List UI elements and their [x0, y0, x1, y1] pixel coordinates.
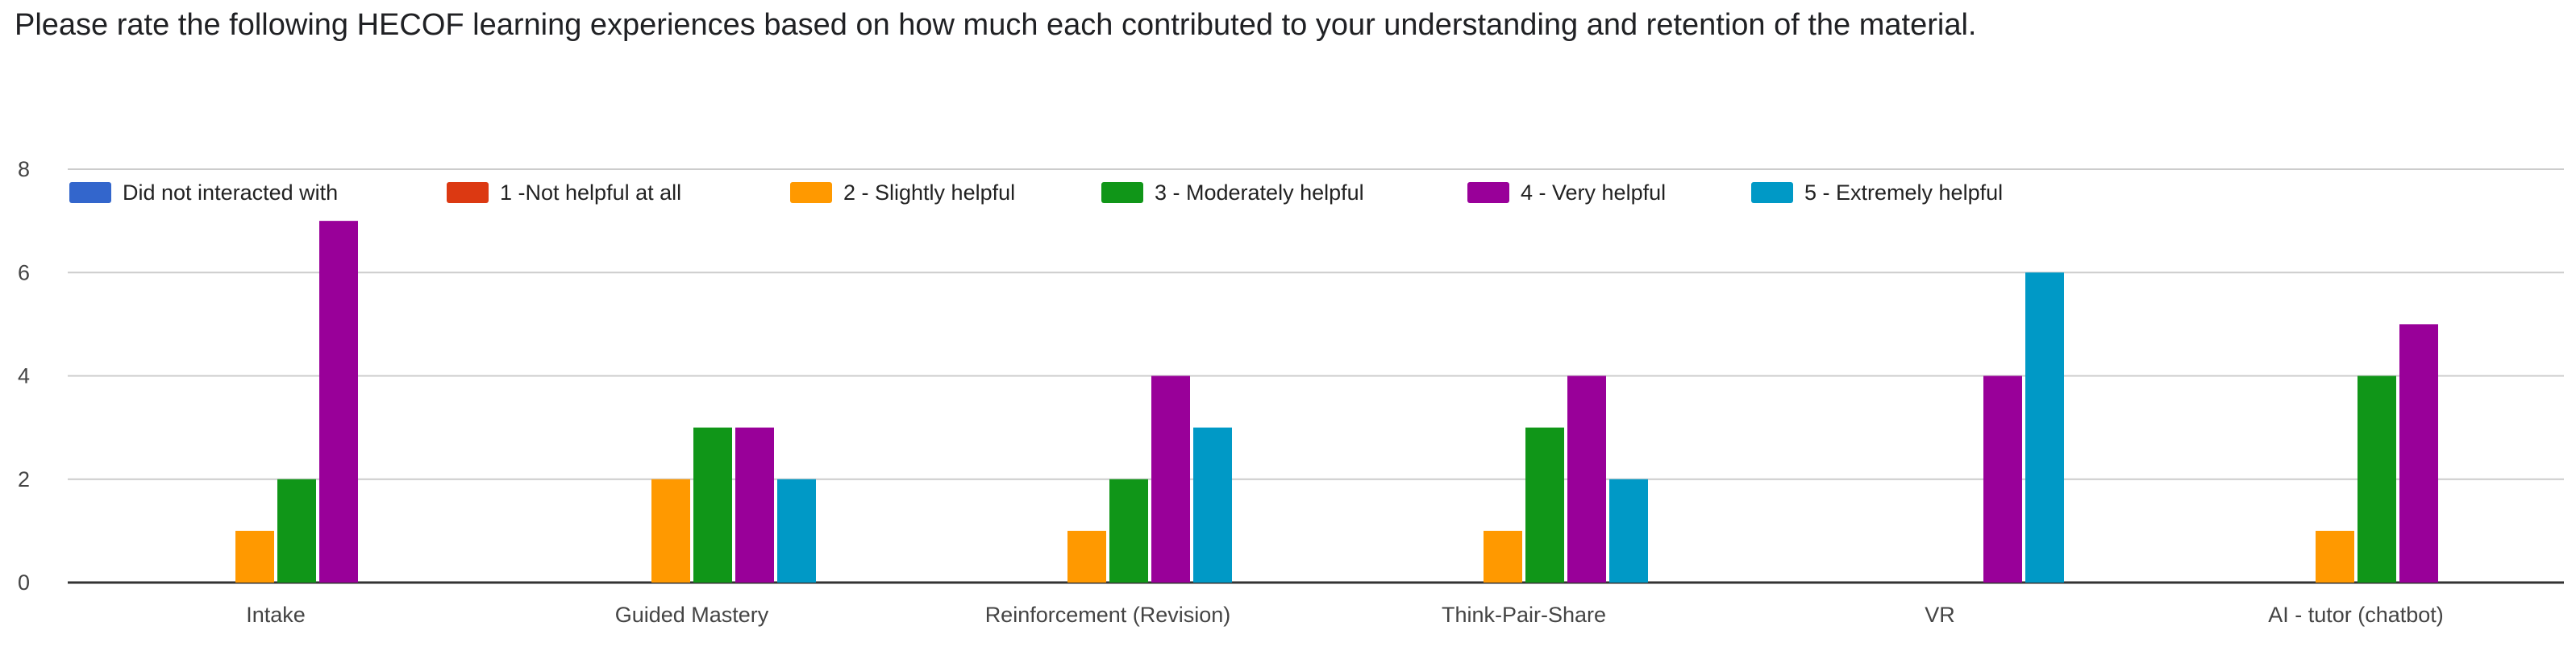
legend-swatch: [69, 182, 111, 203]
legend-label: 5 - Extremely helpful: [1804, 180, 2003, 205]
bar-4-4: [1525, 427, 1564, 583]
y-tick-label: 6: [18, 260, 30, 284]
bar-2-3: [651, 479, 690, 583]
legend-label: 3 - Moderately helpful: [1155, 180, 1364, 205]
legend-swatch: [790, 182, 832, 203]
x-tick-label: Guided Mastery: [615, 603, 769, 627]
bar-6-5: [2399, 324, 2438, 583]
bar-1-3: [235, 530, 274, 583]
bar-4-5: [1567, 375, 1606, 583]
legend-swatch: [447, 182, 489, 203]
y-tick-label: 0: [18, 570, 30, 595]
legend-label: Did not interacted with: [123, 180, 338, 205]
bar-6-3: [2316, 530, 2354, 583]
x-tick-label: Intake: [246, 603, 306, 627]
bar-2-4: [693, 427, 732, 583]
bar-4-6: [1609, 479, 1648, 583]
legend-swatch: [1467, 182, 1509, 203]
y-tick-label: 4: [18, 364, 30, 388]
bar-4-3: [1484, 530, 1522, 583]
x-tick-label: VR: [1925, 603, 1955, 627]
bar-3-3: [1067, 530, 1106, 583]
legend-label: 2 - Slightly helpful: [843, 180, 1015, 205]
y-tick-label: 2: [18, 467, 30, 491]
legend-label: 4 - Very helpful: [1521, 180, 1666, 205]
question-text: Please rate the following HECOF learning…: [15, 8, 1977, 42]
x-tick-label: AI - tutor (chatbot): [2268, 603, 2444, 627]
y-tick-label: 8: [18, 157, 30, 181]
bar-5-6: [2025, 272, 2064, 583]
bar-1-4: [277, 479, 316, 583]
bar-2-5: [735, 427, 774, 583]
bar-3-4: [1109, 479, 1148, 583]
bar-5-5: [1983, 375, 2022, 583]
legend-swatch: [1751, 182, 1793, 203]
x-tick-label: Think-Pair-Share: [1442, 603, 1606, 627]
legend-swatch: [1101, 182, 1143, 203]
bar-6-4: [2358, 375, 2396, 583]
bar-2-6: [777, 479, 816, 583]
bar-1-5: [319, 221, 358, 583]
bar-3-6: [1193, 427, 1232, 583]
legend-label: 1 -Not helpful at all: [500, 180, 681, 205]
x-tick-label: Reinforcement (Revision): [985, 603, 1231, 627]
bar-3-5: [1151, 375, 1190, 583]
